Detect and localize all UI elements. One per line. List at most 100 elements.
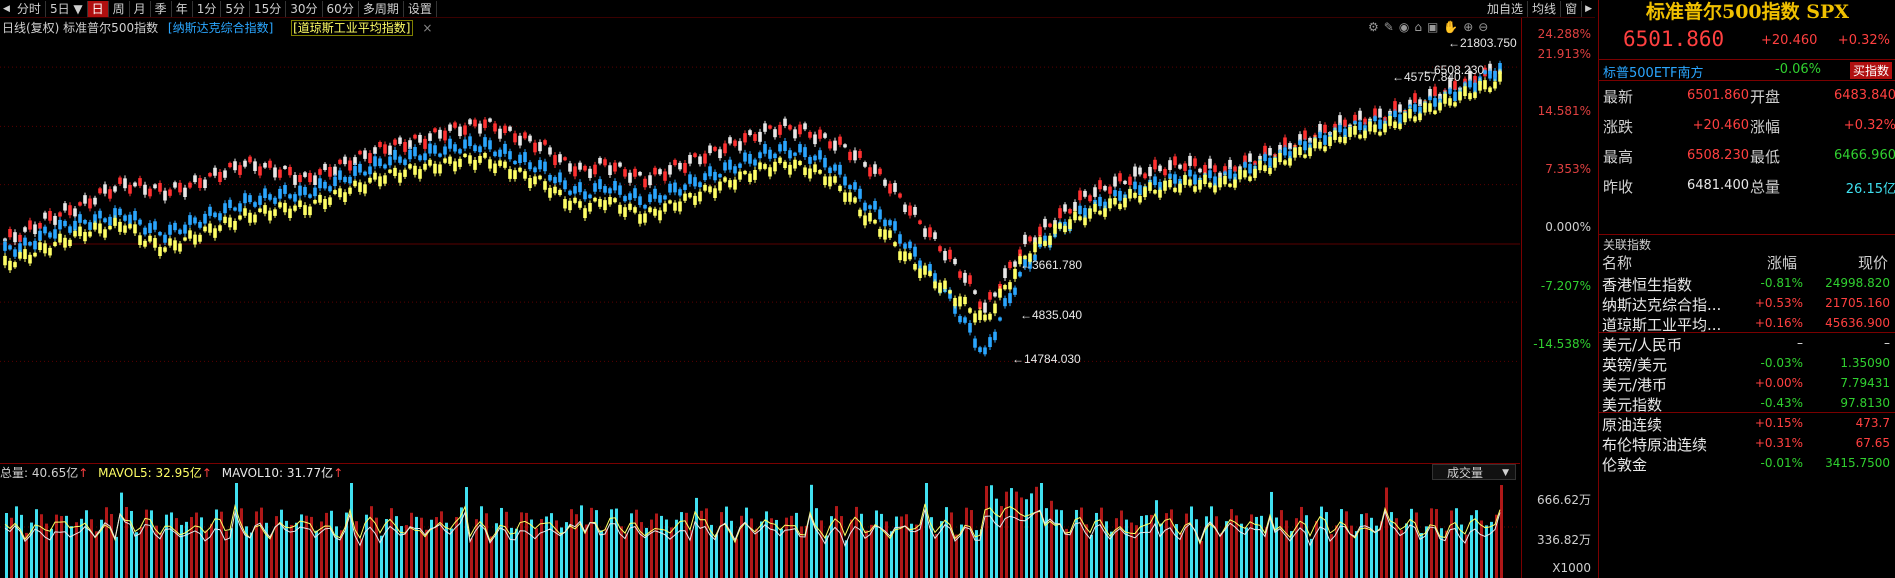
candle-body xyxy=(1418,99,1422,107)
etf-row[interactable]: 标普500ETF南方 -0.06% 买指数 xyxy=(1599,59,1895,81)
legend-overlay-dow[interactable]: [道琼斯工业平均指数] xyxy=(291,20,413,36)
related-row[interactable]: 美元/人民币 – – xyxy=(1599,333,1895,354)
etf-name[interactable]: 标普500ETF南方 xyxy=(1603,66,1704,81)
candle-body xyxy=(828,176,832,187)
candle-body xyxy=(188,230,192,239)
volume-bar xyxy=(65,515,68,578)
related-row[interactable]: 纳斯达克综合指... +0.53% 21705.160 xyxy=(1599,293,1895,314)
volume-type-select[interactable]: 成交量 ▼ xyxy=(1432,464,1516,480)
zoom-in-icon[interactable]: ⊕ xyxy=(1463,20,1474,34)
candle-body xyxy=(318,178,322,189)
hand-icon[interactable]: ✋ xyxy=(1443,20,1459,34)
candle-body xyxy=(363,150,367,159)
volume-bar xyxy=(285,520,288,578)
period-tab-9[interactable]: 15分 xyxy=(250,0,287,17)
candle-body xyxy=(933,273,937,284)
volume-bar xyxy=(495,523,498,578)
volume-bar xyxy=(960,524,963,578)
related-row[interactable]: 美元/港币 +0.00% 7.79431 xyxy=(1599,373,1895,394)
related-row[interactable]: 香港恒生指数 -0.81% 24998.820 xyxy=(1599,273,1895,294)
volume-bar xyxy=(230,528,233,578)
candle-body xyxy=(248,195,252,203)
toolbar-button-0[interactable]: 加自选 xyxy=(1483,0,1529,17)
related-row[interactable]: 道琼斯工业平均... +0.16% 45636.900 xyxy=(1599,313,1895,334)
candle-body xyxy=(1243,162,1247,168)
prev-icon[interactable]: ◀ xyxy=(3,3,10,14)
period-tab-0[interactable]: 分时 xyxy=(13,0,46,17)
volume-bar xyxy=(860,513,863,578)
period-tab-13[interactable]: 设置 xyxy=(404,0,437,17)
period-tab-1[interactable]: 5日 ▼ xyxy=(46,0,88,17)
close-overlay-icon[interactable]: × xyxy=(422,21,433,35)
candle-body xyxy=(1428,89,1432,99)
fullscreen-icon[interactable]: ▣ xyxy=(1426,20,1439,34)
period-tab-4[interactable]: 月 xyxy=(130,0,151,17)
related-row[interactable]: 原油连续 +0.15% 473.7 xyxy=(1599,413,1895,434)
period-tab-3[interactable]: 周 xyxy=(109,0,130,17)
related-row[interactable]: 英镑/美元 -0.03% 1.35090 xyxy=(1599,353,1895,374)
candle-body xyxy=(358,150,362,155)
candle-body xyxy=(483,119,487,128)
zoom-out-icon[interactable]: ⊖ xyxy=(1478,20,1489,34)
candle-body xyxy=(1173,187,1177,192)
period-tab-2[interactable]: 日 xyxy=(87,0,109,17)
candle-body xyxy=(108,189,112,199)
volume-bar xyxy=(505,511,508,578)
next-icon[interactable]: ▶ xyxy=(1585,3,1592,14)
candle-body xyxy=(528,162,532,170)
candle-body xyxy=(288,194,292,199)
candle-body xyxy=(833,140,837,151)
price-chart[interactable]: ←21803.750 ←6508.230←45757.840 ←3661.780 ←4… xyxy=(0,36,1520,463)
candle-body xyxy=(1133,166,1137,177)
volume-bar xyxy=(135,532,138,578)
candle-body xyxy=(993,331,997,341)
period-tab-8[interactable]: 5分 xyxy=(221,0,250,17)
candle-body xyxy=(863,215,867,226)
related-row[interactable]: 美元指数 -0.43% 97.8130 xyxy=(1599,393,1895,414)
volume-bar xyxy=(1200,540,1203,578)
candle-body xyxy=(518,167,522,172)
candle-body xyxy=(1318,124,1322,134)
candle-body xyxy=(468,136,472,147)
period-tab-11[interactable]: 60分 xyxy=(323,0,359,17)
candle-body xyxy=(1088,195,1092,202)
candle-body xyxy=(1233,166,1237,172)
period-tab-7[interactable]: 1分 xyxy=(193,0,222,17)
candle-body xyxy=(738,141,742,151)
related-row[interactable]: 布伦特原油连续 +0.31% 67.65 xyxy=(1599,433,1895,454)
draw-icon[interactable]: ✎ xyxy=(1383,20,1394,34)
candle-body xyxy=(973,338,977,348)
candle-body xyxy=(678,162,682,170)
candle-body xyxy=(493,163,497,174)
candle-body xyxy=(848,151,852,161)
candle-body xyxy=(293,205,297,211)
buy-index-button[interactable]: 买指数 xyxy=(1849,62,1892,79)
volume-bar xyxy=(835,506,838,578)
volume-chart[interactable] xyxy=(0,481,1520,578)
period-tab-6[interactable]: 年 xyxy=(172,0,193,17)
period-tab-5[interactable]: 季 xyxy=(151,0,172,17)
period-tab-10[interactable]: 30分 xyxy=(286,0,323,17)
quote-value: 6483.840 xyxy=(1833,88,1895,103)
volume-bar xyxy=(1070,530,1073,578)
eye-icon[interactable]: ◉ xyxy=(1398,20,1410,34)
candle-body xyxy=(283,185,287,194)
candle-body xyxy=(583,208,587,219)
related-row[interactable]: 伦敦金 -0.01% 3415.7500 xyxy=(1599,453,1895,474)
volume-bar xyxy=(1190,506,1193,578)
candle-body xyxy=(303,205,307,215)
candle-body xyxy=(1323,146,1327,152)
period-tab-12[interactable]: 多周期 xyxy=(359,0,404,17)
volume-bar xyxy=(145,509,148,578)
settings-icon[interactable]: ⚙ xyxy=(1368,20,1379,34)
candle-body xyxy=(88,222,92,230)
toolbar-button-1[interactable]: 均线 xyxy=(1528,0,1562,17)
legend-overlay-nasdaq[interactable]: [纳斯达克综合指数] xyxy=(167,21,274,35)
toolbar-button-2[interactable]: 窗 xyxy=(1561,0,1583,17)
lock-icon[interactable]: ⌂ xyxy=(1414,20,1422,34)
volume-bar xyxy=(170,512,173,578)
candle-body xyxy=(638,214,642,224)
candle-body xyxy=(328,186,332,192)
volume-bar xyxy=(460,507,463,578)
candle-body xyxy=(288,166,292,176)
